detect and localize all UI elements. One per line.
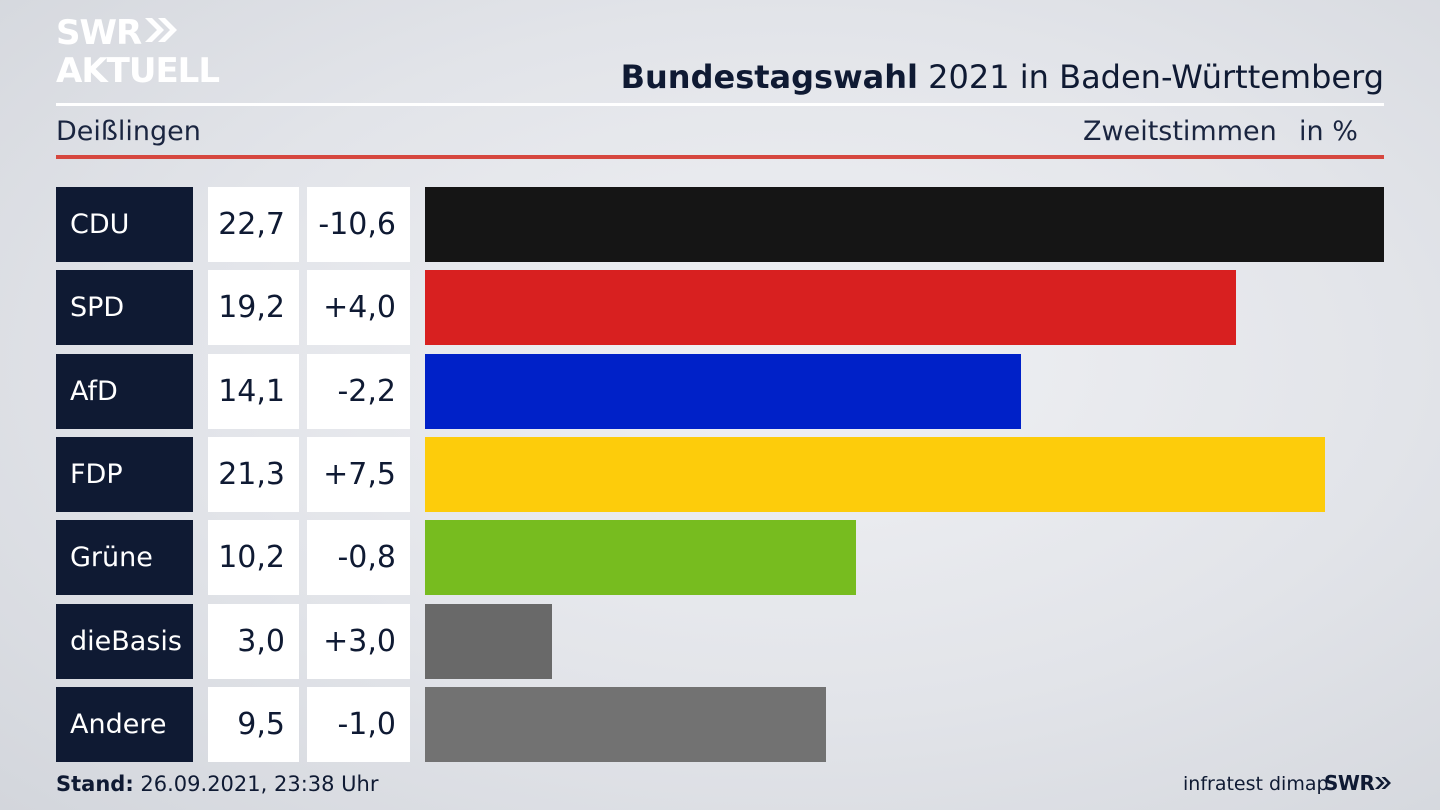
vote-change-value: -0,8: [307, 520, 410, 595]
vote-share-value: 3,0: [208, 604, 299, 679]
swr-brand-text: SWR: [1324, 771, 1375, 795]
vote-share-bar: [425, 437, 1325, 512]
vote-share-bar: [425, 520, 856, 595]
region-label: Deißlingen: [56, 116, 201, 147]
vote-share-value: 9,5: [208, 687, 299, 762]
timestamp: Stand: 26.09.2021, 23:38 Uhr: [56, 772, 379, 796]
party-label: SPD: [56, 270, 193, 345]
vote-change-value: -10,6: [307, 187, 410, 262]
vote-share-value: 10,2: [208, 520, 299, 595]
vote-change-value: -2,2: [307, 354, 410, 429]
page-title: Bundestagswahl 2021 in Baden-Württemberg: [621, 58, 1384, 96]
swr-brand: SWR: [1324, 771, 1392, 795]
vote-share-bar: [425, 604, 552, 679]
party-label: AfD: [56, 354, 193, 429]
party-label: Grüne: [56, 520, 193, 595]
swr-aktuell-logo: SWR AKTUELL: [56, 13, 220, 91]
party-label: dieBasis: [56, 604, 193, 679]
vote-share-bar: [425, 354, 1021, 429]
logo-line-2: AKTUELL: [56, 51, 220, 91]
vote-share-value: 14,1: [208, 354, 299, 429]
vote-share-value: 19,2: [208, 270, 299, 345]
title-divider: [56, 103, 1384, 106]
vote-change-value: +7,5: [307, 437, 410, 512]
title-bold: Bundestagswahl: [620, 58, 918, 96]
vote-type-label: Zweitstimmen: [1083, 116, 1277, 147]
party-label: Andere: [56, 687, 193, 762]
party-label: FDP: [56, 437, 193, 512]
timestamp-label: Stand:: [56, 772, 134, 796]
vote-change-value: +3,0: [307, 604, 410, 679]
vote-share-value: 22,7: [208, 187, 299, 262]
vote-change-value: -1,0: [307, 687, 410, 762]
vote-share-bar: [425, 687, 826, 762]
title-rest: 2021 in Baden-Württemberg: [917, 58, 1384, 96]
vote-share-value: 21,3: [208, 437, 299, 512]
party-label: CDU: [56, 187, 193, 262]
unit-label: in %: [1299, 116, 1358, 147]
vote-share-bar: [425, 187, 1384, 262]
chevron-double-icon: [143, 16, 179, 50]
vote-change-value: +4,0: [307, 270, 410, 345]
logo-line-1: SWR: [56, 13, 142, 53]
data-source: infratest dimap: [1183, 773, 1329, 795]
chevron-double-icon: [1375, 777, 1392, 789]
header-divider: [56, 155, 1384, 159]
timestamp-value: 26.09.2021, 23:38 Uhr: [133, 772, 379, 796]
vote-share-bar: [425, 270, 1236, 345]
